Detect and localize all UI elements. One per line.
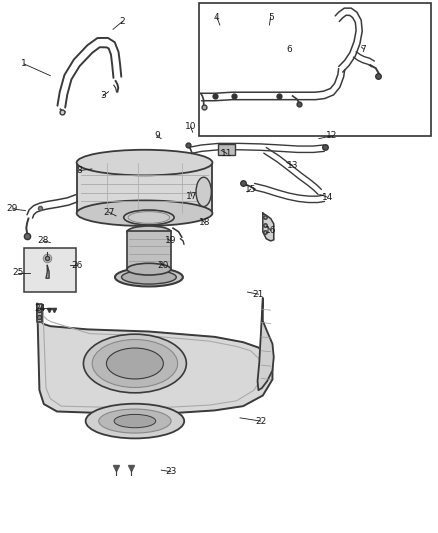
Bar — [218, 144, 235, 155]
Ellipse shape — [127, 263, 171, 275]
Text: 11: 11 — [221, 149, 233, 158]
Text: 7: 7 — [360, 45, 367, 53]
Text: 17: 17 — [186, 192, 198, 200]
Text: 28: 28 — [37, 237, 49, 245]
Ellipse shape — [106, 348, 163, 379]
Ellipse shape — [85, 404, 184, 438]
Polygon shape — [263, 213, 274, 241]
Text: 23: 23 — [165, 467, 177, 476]
Text: 16: 16 — [265, 226, 276, 235]
Ellipse shape — [124, 210, 174, 225]
Text: 22: 22 — [255, 417, 266, 425]
Text: 2: 2 — [120, 17, 125, 26]
Text: 26: 26 — [71, 261, 82, 270]
Text: 18: 18 — [199, 219, 211, 227]
Text: 6: 6 — [286, 45, 292, 53]
Polygon shape — [37, 304, 272, 415]
Polygon shape — [77, 163, 212, 213]
Ellipse shape — [127, 226, 171, 238]
Text: 25: 25 — [13, 269, 24, 277]
Text: 15: 15 — [245, 185, 256, 193]
Polygon shape — [46, 265, 49, 278]
Text: 3: 3 — [100, 92, 106, 100]
Ellipse shape — [77, 150, 212, 175]
Text: 1: 1 — [21, 60, 27, 68]
Ellipse shape — [115, 268, 183, 287]
Ellipse shape — [122, 270, 176, 284]
Text: 21: 21 — [253, 290, 264, 298]
Ellipse shape — [77, 200, 212, 226]
Text: 5: 5 — [268, 13, 274, 21]
Text: 20: 20 — [157, 261, 169, 270]
Bar — [127, 231, 171, 269]
Bar — [24, 248, 76, 292]
Text: 12: 12 — [326, 132, 338, 140]
Text: 13: 13 — [287, 161, 298, 169]
Ellipse shape — [114, 415, 156, 427]
Ellipse shape — [92, 340, 177, 387]
Ellipse shape — [83, 334, 187, 393]
Ellipse shape — [196, 177, 211, 207]
Text: 4: 4 — [214, 13, 219, 21]
Text: 27: 27 — [103, 208, 114, 216]
Ellipse shape — [99, 409, 171, 433]
Text: 9: 9 — [154, 132, 160, 140]
Text: 24: 24 — [35, 304, 46, 312]
Text: 19: 19 — [165, 237, 177, 245]
Text: 29: 29 — [7, 205, 18, 213]
Polygon shape — [37, 304, 42, 322]
Text: 14: 14 — [322, 193, 333, 201]
Text: 10: 10 — [185, 123, 196, 131]
Polygon shape — [258, 298, 274, 390]
Bar — [199, 3, 431, 136]
Text: 8: 8 — [77, 166, 83, 175]
